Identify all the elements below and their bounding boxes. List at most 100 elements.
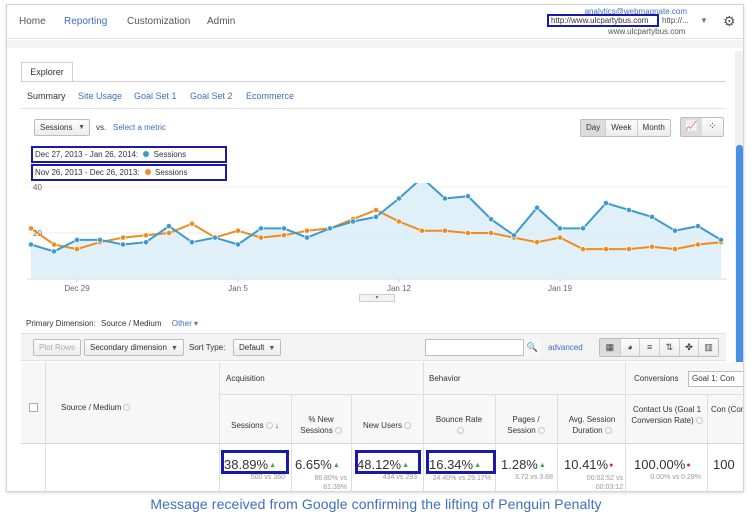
- chart-type-toggle: 📈 ⁘: [680, 117, 724, 137]
- metric-select[interactable]: Sessions ▼: [34, 119, 90, 136]
- comparison-icon[interactable]: ⇅: [659, 339, 679, 356]
- account-caret-icon[interactable]: ▼: [700, 16, 708, 25]
- term-cloud-icon[interactable]: ✤: [678, 339, 699, 356]
- tab-divider: [21, 81, 726, 82]
- subtab-summary[interactable]: Summary: [27, 91, 66, 101]
- subtab-ecommerce[interactable]: Ecommerce: [246, 91, 295, 101]
- group-conversions: Conversions: [634, 374, 679, 383]
- data-point: [603, 200, 609, 206]
- group-divider: [625, 394, 743, 395]
- header-new-sessions-label: % New Sessions: [300, 415, 334, 435]
- period-week-button[interactable]: Week: [605, 120, 636, 136]
- legend-current-dot: [143, 151, 150, 157]
- account-url-highlighted[interactable]: http://www.ulcpartybus.com: [547, 14, 659, 27]
- value-bounce-rate-text: 16.34%: [429, 457, 474, 472]
- compare-bounce-rate: 24.40% vs 29.17%: [432, 475, 491, 482]
- vs-label: vs.: [96, 123, 107, 132]
- nav-admin[interactable]: Admin: [207, 16, 236, 27]
- select-all-checkbox[interactable]: [29, 403, 38, 412]
- primary-dimension-other[interactable]: Other: [171, 319, 192, 328]
- legend-current-metric: Sessions: [153, 150, 187, 159]
- help-icon[interactable]: [334, 427, 342, 434]
- account-email: analytics@webmagnate.com: [584, 7, 687, 16]
- help-icon[interactable]: [456, 427, 464, 434]
- primary-dimension-label: Primary Dimension:: [26, 319, 96, 328]
- nav-reporting[interactable]: Reporting: [64, 16, 108, 27]
- header-bounce-rate[interactable]: Bounce Rate: [427, 414, 491, 436]
- account-url-truncated[interactable]: http://...: [662, 16, 689, 25]
- subtab-site-usage[interactable]: Site Usage: [78, 91, 123, 101]
- header-new-sessions[interactable]: % New Sessions: [295, 414, 347, 436]
- period-month-button[interactable]: Month: [636, 120, 670, 136]
- data-point: [28, 225, 34, 232]
- header-new-users-label: New Users: [362, 421, 403, 430]
- primary-dimension-value[interactable]: Source / Medium: [101, 319, 162, 328]
- subtab-goal-set-1[interactable]: Goal Set 1: [134, 91, 177, 101]
- header-goal1-completions[interactable]: Con (Com: [711, 404, 743, 415]
- header-source-medium[interactable]: Source / Medium: [61, 402, 131, 413]
- nav-home[interactable]: Home: [19, 16, 46, 27]
- trend-down-icon: ●: [686, 462, 691, 469]
- compare-pages-session: 3.72 vs 3.68: [514, 474, 553, 481]
- search-icon[interactable]: 🔍: [523, 339, 541, 356]
- help-icon[interactable]: [695, 417, 703, 424]
- line-chart-icon[interactable]: 📈: [681, 118, 702, 136]
- pivot-icon[interactable]: ▥: [698, 339, 718, 356]
- goal-select[interactable]: Goal 1: Con: [688, 371, 743, 387]
- help-icon[interactable]: [537, 427, 545, 434]
- y-tick-label: 40: [33, 183, 42, 192]
- value-new-users: 48.12%▲: [357, 457, 409, 472]
- data-point: [350, 218, 356, 225]
- period-toggle: Day Week Month: [580, 119, 671, 137]
- x-tick-label: Jan 12: [387, 284, 412, 293]
- column-divider: [707, 394, 708, 491]
- sort-type-label: Sort Type:: [189, 343, 226, 352]
- select-metric-link[interactable]: Select a metric: [113, 123, 166, 132]
- data-point: [51, 241, 57, 248]
- gear-icon[interactable]: ⚙: [723, 13, 736, 29]
- help-icon[interactable]: [265, 422, 273, 429]
- header-new-users[interactable]: New Users: [355, 420, 419, 431]
- value-new-users-text: 48.12%: [357, 457, 402, 472]
- performance-icon[interactable]: ≡: [639, 339, 659, 356]
- header-pages-session[interactable]: Pages / Session: [499, 414, 553, 436]
- sort-type-select[interactable]: Default ▼: [233, 339, 282, 356]
- secondary-dimension-select[interactable]: Secondary dimension ▼: [84, 339, 184, 356]
- data-point: [235, 241, 241, 248]
- value-pages-session-text: 1.28%: [501, 457, 538, 472]
- nav-customization[interactable]: Customization: [127, 16, 191, 27]
- help-icon[interactable]: [604, 427, 612, 434]
- data-point: [258, 225, 264, 232]
- plot-rows-button[interactable]: Plot Rows: [33, 339, 82, 356]
- sort-arrow-icon[interactable]: ↓: [274, 421, 279, 430]
- header-strip: [7, 40, 743, 48]
- x-tick-label: Jan 5: [228, 284, 248, 293]
- column-divider: [219, 362, 220, 491]
- compare-sessions: 500 vs 360: [250, 474, 285, 481]
- legend-current-range: Dec 27, 2013 - Jan 26, 2014:: [35, 150, 139, 159]
- metric-select-value: Sessions: [40, 123, 73, 132]
- data-point: [649, 243, 655, 250]
- table-toolbar: Plot Rows Secondary dimension ▼ Sort Type…: [21, 333, 726, 361]
- data-point: [373, 207, 379, 213]
- period-day-button[interactable]: Day: [581, 120, 606, 136]
- pie-chart-icon[interactable]: ◕: [619, 339, 640, 356]
- help-icon[interactable]: [123, 404, 131, 411]
- motion-chart-icon[interactable]: ⁘: [708, 121, 717, 132]
- chevron-down-icon[interactable]: ▾: [193, 319, 198, 328]
- header-avg-session-duration[interactable]: Avg. Session Duration: [561, 414, 623, 436]
- subtab-goal-set-2[interactable]: Goal Set 2: [190, 91, 233, 101]
- header-sessions[interactable]: Sessions ↓: [223, 420, 287, 431]
- primary-dimension: Primary Dimension: Source / Medium Other…: [26, 319, 198, 328]
- advanced-filter-link[interactable]: advanced: [548, 343, 583, 352]
- header-goal1-conversion-rate[interactable]: Contact Us (Goal 1 Conversion Rate): [631, 404, 703, 426]
- tab-explorer[interactable]: Explorer: [21, 62, 73, 82]
- chart-scroll-handle[interactable]: ▾: [359, 294, 395, 302]
- data-point: [304, 234, 310, 241]
- data-table-icon[interactable]: ▦: [600, 339, 620, 356]
- scrollbar-thumb[interactable]: [736, 145, 743, 445]
- compare-new-sessions: 86.80% vs 81.39%: [314, 475, 347, 491]
- data-point: [396, 218, 402, 225]
- help-icon[interactable]: [404, 422, 412, 429]
